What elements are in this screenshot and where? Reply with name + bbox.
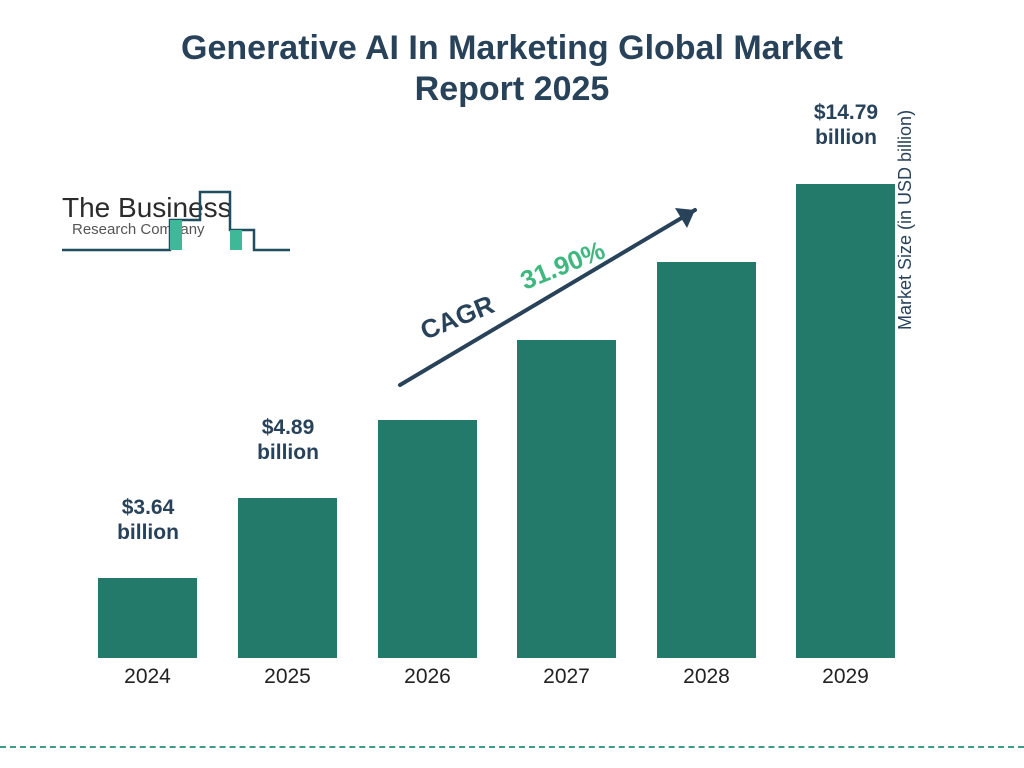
svg-text:Research Company: Research Company — [72, 221, 205, 238]
svg-text:The Business: The Business — [62, 192, 232, 223]
svg-text:CAGR: CAGR — [416, 289, 498, 346]
